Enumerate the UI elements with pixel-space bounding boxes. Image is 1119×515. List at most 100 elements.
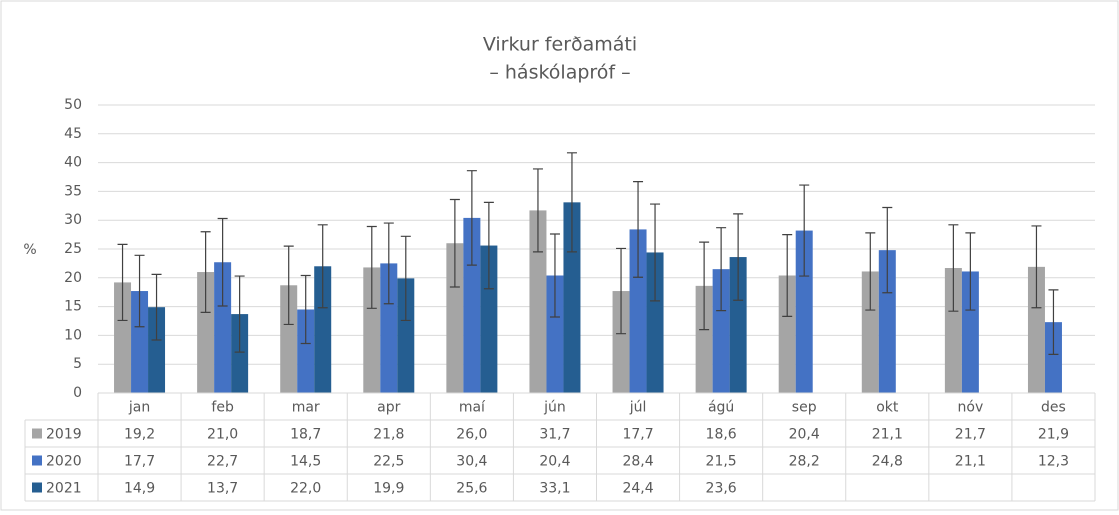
y-tick-label: 20 (64, 270, 82, 286)
bar (480, 245, 498, 393)
table-cell: 12,3 (1038, 454, 1069, 470)
table-cell: 21,9 (1038, 427, 1069, 443)
legend-label: 2021 (46, 481, 82, 497)
bar (646, 252, 664, 393)
x-tick-label: apr (377, 400, 400, 416)
chart-title: Virkur ferðamáti (483, 34, 637, 56)
bar (563, 202, 581, 393)
chart-subtitle: – háskólapróf – (489, 62, 630, 84)
bar (629, 229, 647, 393)
bar (397, 278, 415, 393)
table-cell: 33,1 (539, 481, 570, 497)
table-cell: 22,5 (373, 454, 404, 470)
error-bar (400, 235, 411, 322)
legend-label: 2019 (46, 427, 82, 443)
y-tick-label: 45 (64, 126, 82, 142)
table-cell: 26,0 (456, 427, 487, 443)
table-cell: 21,5 (706, 454, 737, 470)
y-tick-label: 50 (64, 97, 82, 113)
bar (729, 257, 747, 393)
table-cell: 28,2 (789, 454, 820, 470)
x-tick-label: sep (792, 400, 817, 416)
x-tick-label: jún (543, 400, 566, 416)
legend-swatch (32, 428, 42, 439)
x-tick-label: feb (211, 400, 234, 416)
table-cell: 24,8 (872, 454, 903, 470)
table-cell: 20,4 (789, 427, 820, 443)
error-bar (151, 273, 162, 341)
y-tick-label: 40 (64, 155, 82, 171)
legend-swatch (32, 482, 42, 493)
table-cell: 19,9 (373, 481, 404, 497)
x-tick-label: jan (128, 400, 150, 416)
bar (380, 263, 398, 393)
error-bar (566, 152, 577, 253)
table-cell: 19,2 (124, 427, 155, 443)
table-cell: 14,5 (290, 454, 321, 470)
table-cell: 18,6 (706, 427, 737, 443)
error-bar (782, 234, 793, 317)
x-tick-label: maí (459, 400, 486, 416)
bar (280, 285, 298, 393)
bar (961, 271, 979, 393)
y-tick-label: 35 (64, 183, 82, 199)
bar (778, 275, 796, 393)
bar (1027, 266, 1045, 393)
bar (546, 275, 564, 393)
error-bar (799, 184, 810, 277)
bar (612, 291, 630, 393)
error-bar (234, 275, 245, 353)
bar (297, 309, 315, 393)
bar (712, 269, 730, 393)
error-bar (383, 222, 394, 305)
error-bar (283, 245, 294, 326)
bar (944, 268, 962, 393)
table-cell: 21,7 (955, 427, 986, 443)
error-bar (716, 227, 727, 312)
bar (148, 307, 166, 393)
error-bar (200, 231, 211, 313)
table-cell: 21,8 (373, 427, 404, 443)
table-cell: 24,4 (622, 481, 653, 497)
table-cell: 20,4 (539, 454, 570, 470)
error-bar (882, 206, 893, 294)
error-bar (965, 232, 976, 311)
table-cell: 21,0 (207, 427, 238, 443)
table-cell: 14,9 (124, 481, 155, 497)
x-tick-label: ágú (708, 400, 734, 416)
bar (861, 271, 879, 393)
table-cell: 31,7 (539, 427, 570, 443)
y-tick-label: 0 (73, 385, 82, 401)
error-bar (466, 170, 477, 266)
error-bar (300, 274, 311, 345)
x-tick-label: nóv (958, 400, 984, 416)
table-cell: 13,7 (207, 481, 238, 497)
error-bar (449, 198, 460, 288)
error-bar (616, 247, 627, 335)
y-tick-label: 15 (64, 299, 82, 315)
error-bar (532, 168, 543, 253)
y-tick-label: 30 (64, 212, 82, 228)
table-cell: 25,6 (456, 481, 487, 497)
bar (878, 250, 896, 393)
x-tick-label: des (1041, 400, 1066, 416)
table-cell: 18,7 (290, 427, 321, 443)
error-bar (633, 181, 644, 278)
bar (114, 282, 132, 393)
y-tick-label: 25 (64, 241, 82, 257)
y-tick-label: 10 (64, 327, 82, 343)
table-cell: 22,7 (207, 454, 238, 470)
y-axis-label: % (23, 242, 36, 258)
x-tick-label: júl (629, 400, 647, 416)
error-bar (1031, 225, 1042, 309)
legend-swatch (32, 455, 42, 466)
error-bar (948, 224, 959, 312)
error-bar (483, 201, 494, 290)
error-bar (366, 225, 377, 309)
y-tick-label: 5 (73, 356, 82, 372)
error-bar (134, 254, 145, 328)
legend-label: 2020 (46, 454, 82, 470)
error-bar (733, 213, 744, 301)
bar (214, 262, 232, 393)
